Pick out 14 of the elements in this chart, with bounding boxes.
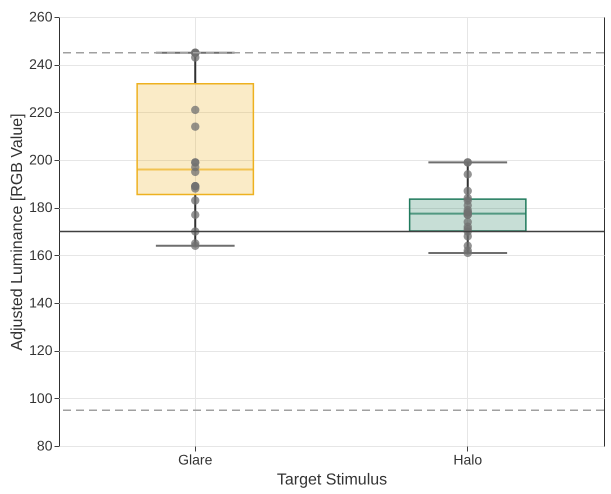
y-tick-label: 140 bbox=[29, 294, 53, 310]
y-tick-label: 240 bbox=[29, 56, 53, 72]
y-tick-label: 200 bbox=[29, 152, 53, 168]
y-tick-label: 80 bbox=[36, 438, 53, 454]
x-tick-label: Glare bbox=[178, 452, 213, 468]
y-tick-label: 160 bbox=[29, 246, 53, 263]
y-tick-label: 220 bbox=[29, 104, 53, 120]
y-axis-title: Adjusted Luminance [RGB Value] bbox=[9, 113, 26, 351]
y-tick-label: 100 bbox=[29, 390, 53, 406]
x-tick-label: Halo bbox=[453, 452, 482, 468]
y-tick-label: 180 bbox=[29, 199, 53, 216]
y-tick-label: 120 bbox=[29, 342, 53, 358]
x-axis-title: Target Stimulus bbox=[276, 472, 388, 488]
y-tick-label: 260 bbox=[29, 8, 53, 24]
